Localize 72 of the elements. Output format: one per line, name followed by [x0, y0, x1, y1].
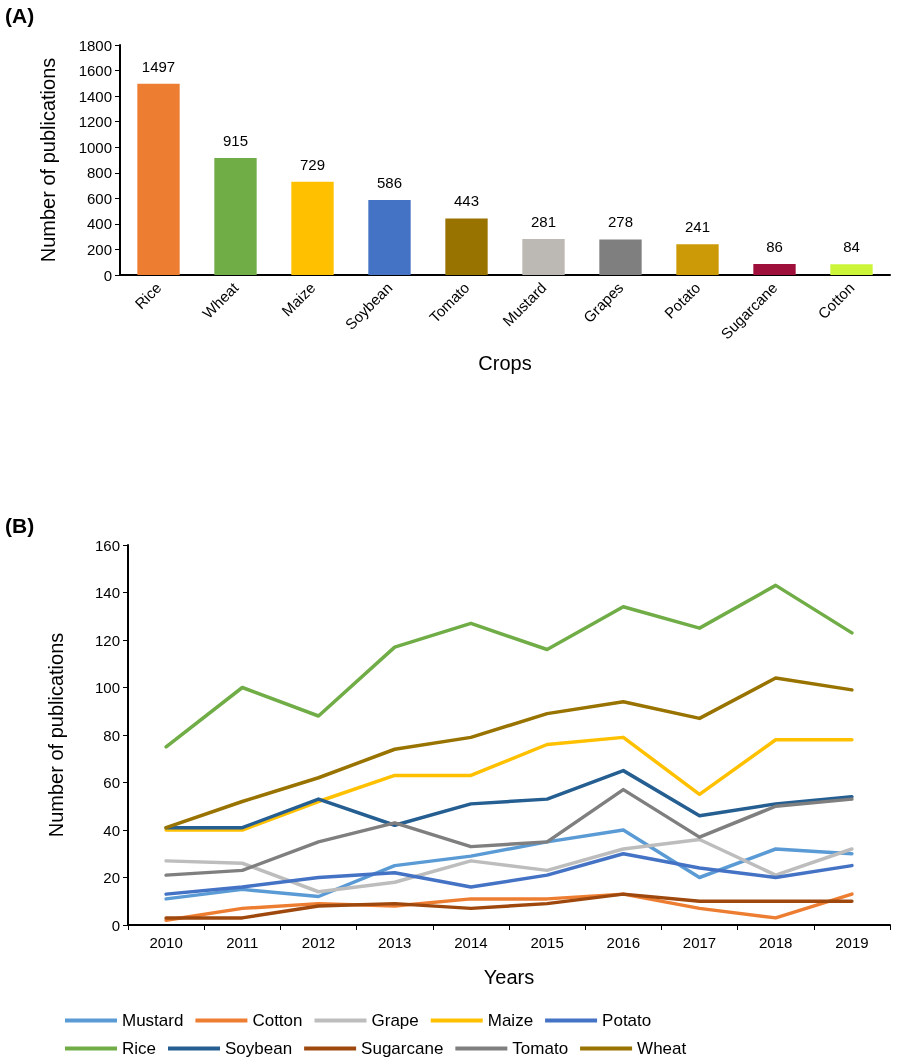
y-tick-label: 120 — [94, 631, 120, 649]
y-tick-label: 400 — [86, 215, 112, 233]
bar — [445, 218, 488, 275]
x-tick-label: 2012 — [301, 934, 336, 951]
legend-label: Mustard — [122, 1011, 184, 1030]
legend-label: Maize — [487, 1011, 534, 1030]
legend-label: Rice — [122, 1039, 157, 1058]
data-label: 443 — [453, 192, 480, 210]
y-tick-label: 800 — [86, 164, 112, 182]
bar — [830, 264, 873, 275]
y-tick-label: 1000 — [78, 138, 112, 156]
y-tick-label: 80 — [103, 726, 120, 744]
data-label: 86 — [766, 238, 783, 256]
legend-label: Cotton — [252, 1011, 303, 1030]
bar — [368, 200, 411, 275]
bar — [753, 264, 796, 275]
y-tick-label: 100 — [94, 679, 120, 696]
bar — [522, 239, 565, 275]
y-tick-label: 0 — [111, 916, 120, 934]
legend-label: Grape — [371, 1011, 419, 1030]
x-tick-label: 2013 — [378, 934, 412, 951]
bar — [676, 244, 719, 275]
line-series — [164, 852, 854, 896]
data-label: 281 — [530, 213, 557, 231]
data-label: 586 — [376, 174, 403, 192]
x-tick-label: 2014 — [454, 934, 488, 951]
y-tick-label: 200 — [86, 240, 112, 258]
x-tick-label: 2017 — [682, 934, 717, 951]
y-tick-label: 1400 — [78, 87, 112, 105]
y-tick-label: 40 — [103, 821, 120, 839]
data-label: 729 — [299, 155, 326, 173]
data-label: 84 — [843, 238, 860, 256]
x-tick-label: 2011 — [226, 934, 259, 951]
y-tick-label: 0 — [103, 266, 112, 284]
bar — [214, 158, 257, 275]
data-label: 278 — [607, 213, 634, 231]
x-tick-label: Rice — [131, 278, 165, 313]
y-tick-label: 1200 — [78, 113, 112, 131]
x-tick-label: 2018 — [759, 934, 793, 951]
line-series — [164, 735, 854, 832]
legend-label: Tomato — [512, 1039, 569, 1058]
legend-label: Wheat — [637, 1039, 687, 1058]
y-tick-label: 1600 — [78, 62, 112, 80]
line-series — [164, 837, 854, 894]
line-series — [164, 583, 854, 749]
x-tick-label: 2010 — [149, 934, 183, 951]
legend-label: Sugarcane — [361, 1039, 444, 1058]
data-label: 1497 — [141, 57, 176, 75]
y-tick-label: 60 — [103, 774, 120, 791]
bar — [291, 181, 334, 275]
y-tick-label: 1800 — [78, 36, 112, 54]
y-tick-label: 140 — [94, 584, 120, 601]
x-tick-label: 2016 — [606, 934, 640, 951]
legend-label: Soybean — [225, 1039, 293, 1058]
bar — [137, 83, 180, 275]
chart-title: (A) — [5, 4, 35, 27]
x-axis-title: Years — [483, 966, 535, 988]
line-series — [164, 787, 854, 877]
line-series — [164, 676, 854, 830]
x-axis-title: Crops — [478, 352, 532, 374]
data-label: 915 — [222, 132, 249, 150]
chart-title: (B) — [5, 514, 35, 537]
y-tick-label: 160 — [94, 536, 120, 554]
y-tick-label: 600 — [86, 189, 112, 207]
x-tick-label: 2019 — [835, 934, 869, 951]
bar — [599, 239, 642, 275]
y-axis-title: Number of publications — [45, 632, 67, 838]
data-label: 241 — [684, 218, 711, 236]
legend-label: Potato — [602, 1011, 652, 1030]
y-tick-label: 20 — [103, 869, 120, 886]
x-tick-label: 2015 — [530, 934, 564, 951]
y-axis-title: Number of publications — [37, 57, 59, 263]
